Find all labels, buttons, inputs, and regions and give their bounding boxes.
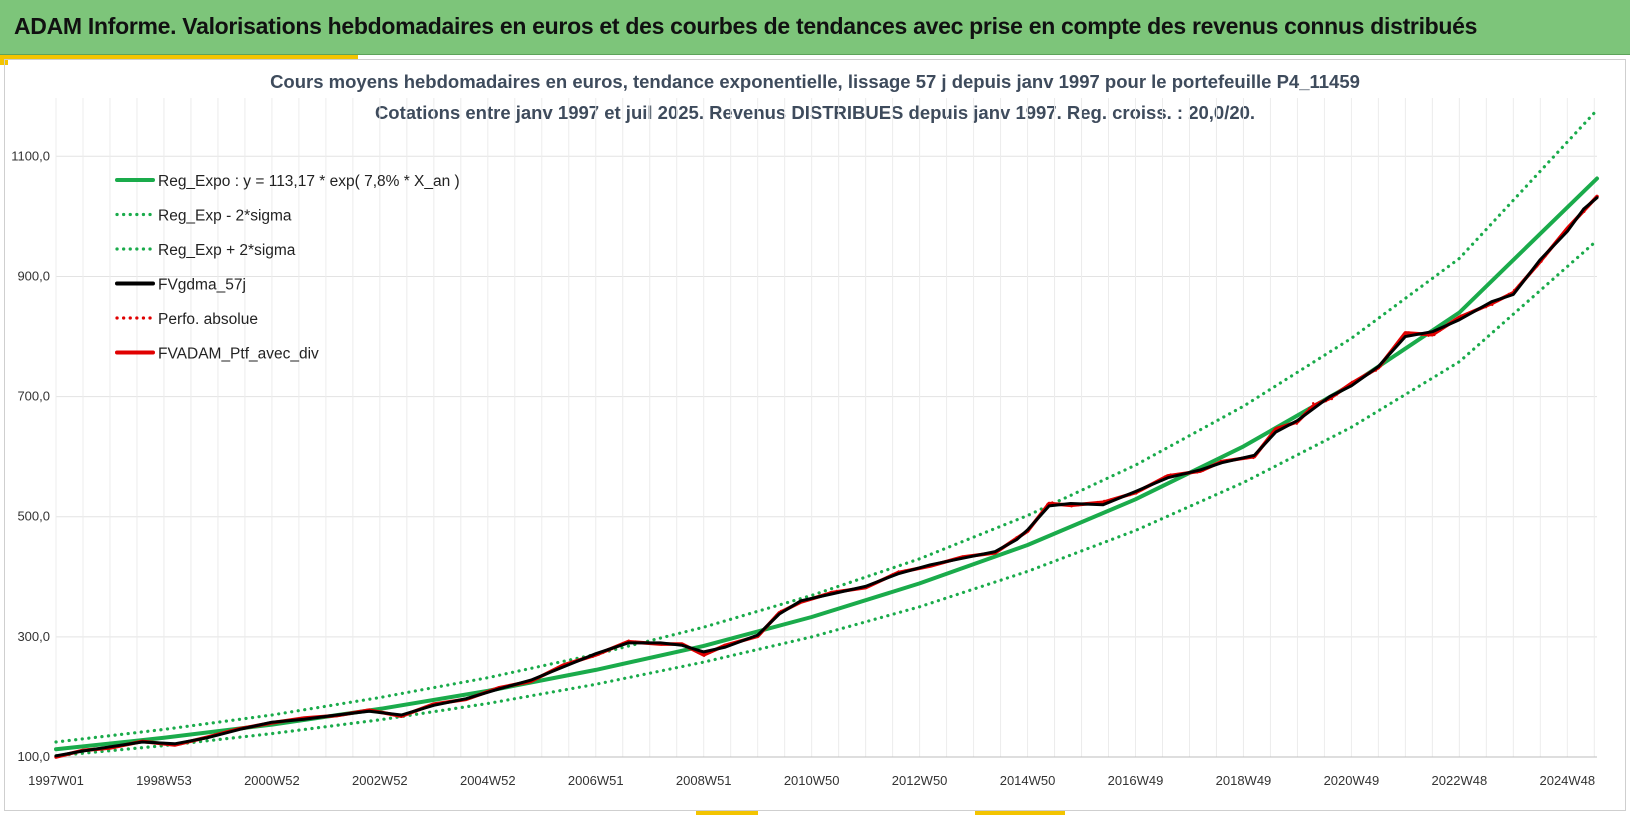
y-tick-label: 700,0 bbox=[17, 389, 50, 404]
grid bbox=[55, 98, 1597, 758]
accent-bar-bottom bbox=[696, 811, 758, 815]
accent-bar-top bbox=[8, 55, 358, 59]
x-tick-label: 2008W51 bbox=[676, 773, 732, 788]
series-line-4 bbox=[54, 196, 1599, 758]
x-tick-label: 2024W48 bbox=[1539, 773, 1595, 788]
x-tick-label: 2022W48 bbox=[1432, 773, 1488, 788]
x-tick-label: 2006W51 bbox=[568, 773, 624, 788]
series-line-6 bbox=[54, 194, 1599, 759]
series-line-1 bbox=[54, 176, 1599, 752]
chart-title: Cours moyens hebdomadaires en euros, ten… bbox=[270, 71, 1360, 92]
report-banner: ADAM Informe. Valorisations hebdomadaire… bbox=[0, 0, 1630, 55]
legend-label: Reg_Expo : y = 113,17 * exp( 7,8% * X_an… bbox=[158, 173, 460, 190]
x-tick-label: 2012W50 bbox=[892, 773, 948, 788]
x-tick-label: 2020W49 bbox=[1324, 773, 1380, 788]
x-tick-label: 2004W52 bbox=[460, 773, 516, 788]
series-line-3 bbox=[54, 108, 1599, 744]
y-tick-label: 300,0 bbox=[17, 629, 50, 644]
x-tick-label: 2000W52 bbox=[244, 773, 300, 788]
y-tick-label: 1100,0 bbox=[11, 148, 50, 163]
y-tick-label: 900,0 bbox=[17, 268, 50, 283]
legend-label: Reg_Exp + 2*sigma bbox=[158, 242, 296, 259]
legend-label: FVgdma_57j bbox=[158, 277, 246, 294]
series-lines bbox=[54, 108, 1599, 759]
x-tick-label: 1997W01 bbox=[28, 773, 84, 788]
accent-bar-bottom bbox=[975, 811, 1065, 815]
y-axis: 100,0 300,0 500,0 700,0 900,0 1100,0 bbox=[11, 148, 50, 764]
report-title: ADAM Informe. Valorisations hebdomadaire… bbox=[14, 13, 1478, 39]
legend: Reg_Expo : y = 113,17 * exp( 7,8% * X_an… bbox=[115, 173, 460, 363]
series-line-5 bbox=[54, 194, 1599, 758]
legend-label: Perfo. absolue bbox=[158, 311, 258, 328]
series-line-2 bbox=[54, 238, 1599, 758]
x-axis: 1997W01 1998W53 2000W52 2002W52 2004W52 2006W… bbox=[28, 756, 1597, 788]
chart-frame bbox=[4, 59, 1626, 811]
x-tick-label: 2016W49 bbox=[1108, 773, 1164, 788]
y-tick-label: 500,0 bbox=[17, 509, 50, 524]
x-tick-label: 1998W53 bbox=[136, 773, 192, 788]
y-tick-label: 100,0 bbox=[17, 749, 50, 764]
legend-label: Reg_Exp - 2*sigma bbox=[158, 208, 292, 225]
x-tick-label: 2010W50 bbox=[784, 773, 840, 788]
chart-subtitle: Cotations entre janv 1997 et juil 2025. … bbox=[374, 102, 1256, 123]
legend-label: FVADAM_Ptf_avec_div bbox=[158, 346, 319, 363]
x-tick-label: 2002W52 bbox=[352, 773, 408, 788]
x-tick-label: 2014W50 bbox=[1000, 773, 1056, 788]
x-tick-label: 2018W49 bbox=[1216, 773, 1272, 788]
